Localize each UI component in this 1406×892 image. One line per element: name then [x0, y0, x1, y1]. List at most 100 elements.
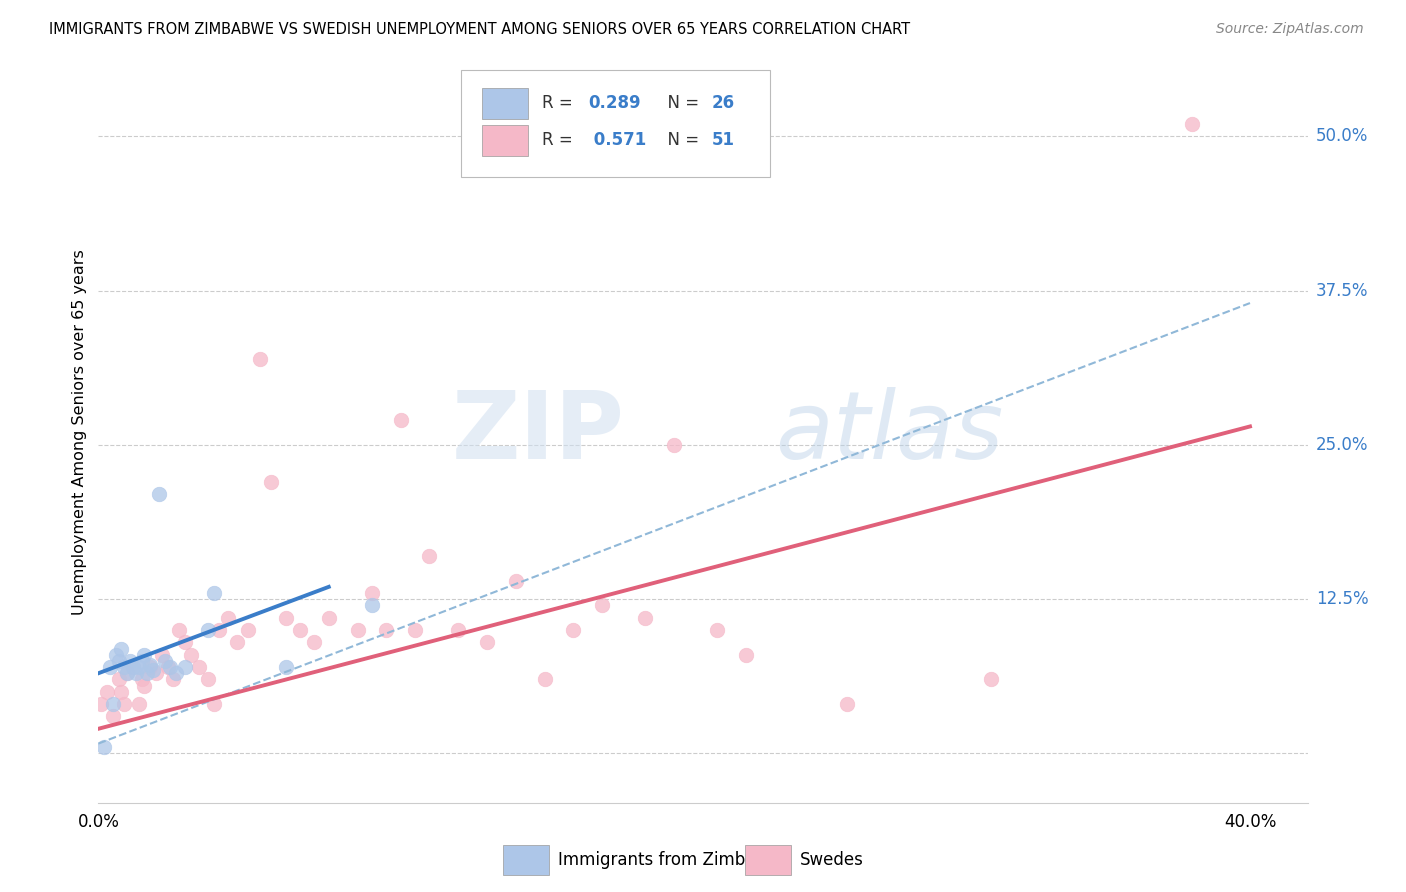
Text: N =: N =	[657, 131, 704, 149]
FancyBboxPatch shape	[745, 845, 792, 875]
Point	[167, 623, 190, 637]
Point	[93, 740, 115, 755]
Point	[162, 673, 184, 687]
Point	[150, 648, 173, 662]
Point	[980, 673, 1002, 687]
Point	[389, 413, 412, 427]
Point	[120, 654, 142, 668]
Point	[1181, 117, 1204, 131]
Point	[274, 660, 297, 674]
Point	[107, 673, 129, 687]
Point	[260, 475, 283, 489]
Point	[236, 623, 259, 637]
Point	[101, 709, 124, 723]
Point	[447, 623, 470, 637]
Point	[318, 611, 340, 625]
Text: N =: N =	[657, 95, 704, 112]
Text: 12.5%: 12.5%	[1316, 591, 1368, 608]
Point	[107, 654, 129, 668]
Point	[136, 666, 159, 681]
Point	[173, 660, 195, 674]
Y-axis label: Unemployment Among Seniors over 65 years: Unemployment Among Seniors over 65 years	[72, 250, 87, 615]
Text: 0.571: 0.571	[588, 131, 647, 149]
Point	[115, 666, 138, 681]
FancyBboxPatch shape	[482, 125, 527, 156]
Point	[90, 697, 112, 711]
Text: R =: R =	[543, 95, 578, 112]
Point	[134, 648, 156, 662]
Point	[361, 599, 384, 613]
FancyBboxPatch shape	[482, 87, 527, 119]
Point	[304, 635, 326, 649]
Point	[156, 660, 179, 674]
Point	[180, 648, 202, 662]
Point	[128, 697, 150, 711]
Point	[634, 611, 657, 625]
Point	[202, 586, 225, 600]
Text: 51: 51	[711, 131, 734, 149]
Text: 50.0%: 50.0%	[1316, 128, 1368, 145]
Point	[197, 623, 219, 637]
Point	[591, 599, 613, 613]
Point	[139, 660, 162, 674]
FancyBboxPatch shape	[503, 845, 550, 875]
Text: 26: 26	[711, 95, 734, 112]
Text: ZIP: ZIP	[451, 386, 624, 479]
Text: 0.289: 0.289	[588, 95, 641, 112]
Point	[104, 648, 127, 662]
Point	[202, 697, 225, 711]
Point	[125, 666, 148, 681]
Point	[142, 663, 165, 677]
Point	[208, 623, 231, 637]
Point	[145, 666, 167, 681]
Point	[131, 673, 153, 687]
Point	[134, 679, 156, 693]
Point	[173, 635, 195, 649]
Point	[375, 623, 398, 637]
Point	[98, 660, 121, 674]
Point	[217, 611, 239, 625]
Point	[159, 660, 181, 674]
Point	[197, 673, 219, 687]
Point	[148, 487, 170, 501]
Point	[361, 586, 384, 600]
FancyBboxPatch shape	[461, 70, 769, 178]
Point	[562, 623, 585, 637]
Text: Immigrants from Zimbabwe: Immigrants from Zimbabwe	[558, 851, 790, 869]
Point	[165, 666, 187, 681]
Point	[418, 549, 440, 563]
Point	[505, 574, 527, 588]
Point	[249, 351, 271, 366]
Text: Source: ZipAtlas.com: Source: ZipAtlas.com	[1216, 22, 1364, 37]
Point	[835, 697, 858, 711]
Point	[131, 654, 153, 668]
Point	[112, 660, 135, 674]
Text: IMMIGRANTS FROM ZIMBABWE VS SWEDISH UNEMPLOYMENT AMONG SENIORS OVER 65 YEARS COR: IMMIGRANTS FROM ZIMBABWE VS SWEDISH UNEM…	[49, 22, 910, 37]
Text: Swedes: Swedes	[800, 851, 863, 869]
Text: 37.5%: 37.5%	[1316, 282, 1368, 300]
Point	[346, 623, 368, 637]
Point	[110, 641, 132, 656]
Point	[475, 635, 498, 649]
Point	[225, 635, 247, 649]
Point	[122, 660, 145, 674]
Point	[664, 438, 686, 452]
Point	[128, 660, 150, 674]
Point	[112, 697, 135, 711]
Point	[122, 660, 145, 674]
Point	[288, 623, 311, 637]
Point	[153, 654, 176, 668]
Point	[533, 673, 555, 687]
Point	[139, 657, 162, 672]
Point	[274, 611, 297, 625]
Point	[101, 697, 124, 711]
Text: R =: R =	[543, 131, 578, 149]
Point	[115, 666, 138, 681]
Point	[188, 660, 211, 674]
Point	[110, 685, 132, 699]
Point	[706, 623, 728, 637]
Point	[404, 623, 426, 637]
Text: 25.0%: 25.0%	[1316, 436, 1368, 454]
Point	[735, 648, 758, 662]
Text: atlas: atlas	[776, 387, 1004, 478]
